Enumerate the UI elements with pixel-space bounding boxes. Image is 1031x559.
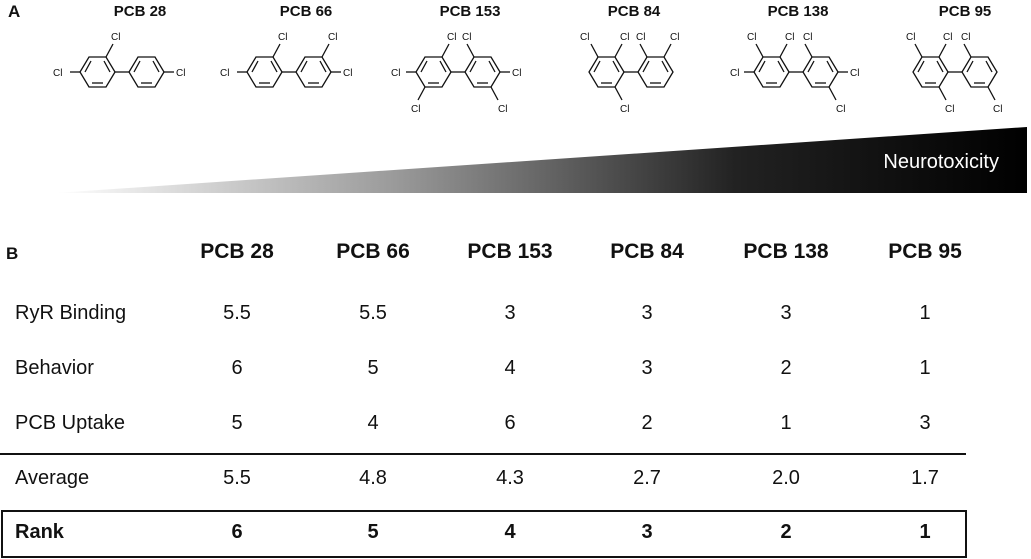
chlorine-label: Cl <box>447 32 456 43</box>
chlorine-label: Cl <box>278 32 287 43</box>
table-cell: 5.5 <box>223 467 251 489</box>
table-cell: 5 <box>367 357 379 379</box>
table-cell: 3 <box>641 521 653 543</box>
structure-pcb-28: Cl Cl Cl <box>53 32 185 88</box>
chlorine-label: Cl <box>176 68 185 79</box>
congener-title-pcb-153: PCB 153 <box>439 3 501 20</box>
table-cell: 1 <box>919 302 931 324</box>
table-cell: 3 <box>641 302 653 324</box>
table-cell: 5 <box>367 521 379 543</box>
structure-pcb-66: Cl Cl Cl Cl <box>220 32 352 88</box>
table-cell: 6 <box>504 412 516 434</box>
chlorine-label: Cl <box>580 32 589 43</box>
table-cell: 5.5 <box>359 302 387 324</box>
table-cell: 2 <box>780 357 792 379</box>
chlorine-label: Cl <box>906 32 915 43</box>
table-cell: 2 <box>780 521 792 543</box>
panel-b-label: B <box>6 244 19 263</box>
chlorine-label: Cl <box>850 68 859 79</box>
rank-row-box <box>1 510 967 558</box>
table-cell: 6 <box>231 521 243 543</box>
column-header-pcb-84: PCB 84 <box>610 240 684 263</box>
chlorine-label: Cl <box>670 32 679 43</box>
table-cell: 4 <box>504 357 516 379</box>
chlorine-label: Cl <box>836 104 845 115</box>
chlorine-label: Cl <box>785 32 794 43</box>
structure-pcb-95: Cl Cl Cl Cl Cl <box>906 32 1002 115</box>
panel-a-label: A <box>8 2 21 21</box>
congener-title-pcb-138: PCB 138 <box>767 3 829 20</box>
chlorine-label: Cl <box>343 68 352 79</box>
chlorine-label: Cl <box>498 104 507 115</box>
column-header-pcb-95: PCB 95 <box>888 240 962 263</box>
table-cell: 3 <box>780 302 792 324</box>
neurotoxicity-gradient-wedge <box>55 127 1027 193</box>
chlorine-label: Cl <box>636 32 645 43</box>
chlorine-label: Cl <box>391 68 400 79</box>
table-cell: 5 <box>231 412 243 434</box>
neurotoxicity-label: Neurotoxicity <box>883 151 999 173</box>
row-label: Average <box>15 467 90 489</box>
chlorine-label: Cl <box>961 32 970 43</box>
chlorine-label: Cl <box>730 68 739 79</box>
chlorine-label: Cl <box>111 32 120 43</box>
table-cell: 5.5 <box>223 302 251 324</box>
congener-title-pcb-28: PCB 28 <box>113 3 167 20</box>
table-cell: 2.7 <box>633 467 661 489</box>
row-label: RyR Binding <box>15 302 127 324</box>
table-cell: 2.0 <box>772 467 800 489</box>
structure-pcb-153: Cl Cl Cl Cl Cl Cl <box>391 32 521 115</box>
row-label: PCB Uptake <box>15 412 126 434</box>
chlorine-label: Cl <box>620 32 629 43</box>
congener-title-pcb-84: PCB 84 <box>607 3 661 20</box>
congener-title-pcb-95: PCB 95 <box>938 3 992 20</box>
table-cell: 4.3 <box>496 467 524 489</box>
table-cell: 1 <box>919 521 931 543</box>
table-cell: 4 <box>367 412 379 434</box>
table-cell: 1 <box>919 357 931 379</box>
table-cell: 1 <box>780 412 792 434</box>
table-cell: 2 <box>641 412 653 434</box>
chlorine-label: Cl <box>53 68 62 79</box>
chlorine-label: Cl <box>943 32 952 43</box>
structure-pcb-84: Cl Cl Cl Cl Cl <box>580 32 679 115</box>
row-label: Rank <box>15 521 64 543</box>
table-divider <box>0 453 966 455</box>
chlorine-label: Cl <box>747 32 756 43</box>
chlorine-label: Cl <box>411 104 420 115</box>
chlorine-label: Cl <box>220 68 229 79</box>
chlorine-label: Cl <box>620 104 629 115</box>
table-cell: 3 <box>504 302 516 324</box>
chlorine-label: Cl <box>328 32 337 43</box>
column-header-pcb-66: PCB 66 <box>336 240 410 263</box>
table-cell: 3 <box>641 357 653 379</box>
table-cell: 1.7 <box>911 467 939 489</box>
column-header-pcb-153: PCB 153 <box>467 240 553 263</box>
chlorine-label: Cl <box>993 104 1002 115</box>
column-header-pcb-138: PCB 138 <box>743 240 829 263</box>
chlorine-label: Cl <box>462 32 471 43</box>
table-cell: 6 <box>231 357 243 379</box>
congener-title-pcb-66: PCB 66 <box>279 3 333 20</box>
column-header-pcb-28: PCB 28 <box>200 240 274 263</box>
table-cell: 4.8 <box>359 467 387 489</box>
structure-pcb-138: Cl Cl Cl Cl Cl Cl <box>730 32 859 115</box>
chlorine-label: Cl <box>512 68 521 79</box>
row-label: Behavior <box>15 357 94 379</box>
table-cell: 3 <box>919 412 931 434</box>
chlorine-label: Cl <box>945 104 954 115</box>
chlorine-label: Cl <box>803 32 812 43</box>
table-cell: 4 <box>504 521 516 543</box>
